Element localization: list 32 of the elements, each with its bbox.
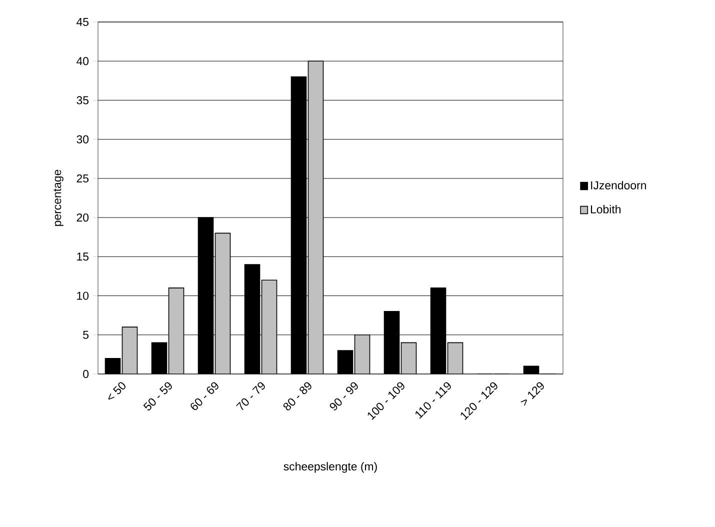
legend-label: Lobith (590, 204, 620, 214)
y-tick-label: 45 (76, 18, 89, 26)
bar (214, 232, 231, 374)
y-axis-title: percentage (54, 170, 64, 226)
bar (447, 342, 464, 374)
x-axis-title: scheepslengte (m) (284, 462, 377, 473)
bar (261, 280, 278, 374)
bar (400, 342, 417, 374)
bar (122, 326, 138, 374)
y-tick-label: 30 (76, 135, 89, 144)
x-tick-label: 120 - 129 (460, 382, 498, 420)
y-tick-label: 15 (77, 252, 89, 261)
bar (308, 60, 324, 374)
y-tick-label: 5 (83, 330, 89, 339)
bar (168, 288, 184, 374)
x-tick-label: 80 - 89 (283, 382, 312, 410)
legend-label: IJzendoorn (591, 180, 646, 190)
x-tick-label: 50 - 59 (143, 382, 172, 410)
y-tick-label: 35 (76, 96, 89, 104)
x-tick-label: 110 - 119 (416, 382, 451, 419)
x-tick-label: 70 - 79 (236, 382, 265, 410)
x-tick-label: 90 - 99 (330, 382, 358, 410)
bar (354, 334, 370, 374)
y-tick-label: 20 (76, 213, 89, 222)
y-tick-label: 10 (77, 292, 89, 300)
y-tick-label: 40 (76, 57, 89, 66)
x-tick-label: 60 - 69 (190, 382, 218, 410)
x-tick-label: > 129 (520, 382, 544, 406)
y-tick-label: 25 (76, 174, 89, 182)
x-tick-label: 100 - 109 (368, 382, 404, 420)
x-tick-label: < 50 (108, 382, 126, 400)
y-tick-label: 0 (83, 370, 89, 378)
